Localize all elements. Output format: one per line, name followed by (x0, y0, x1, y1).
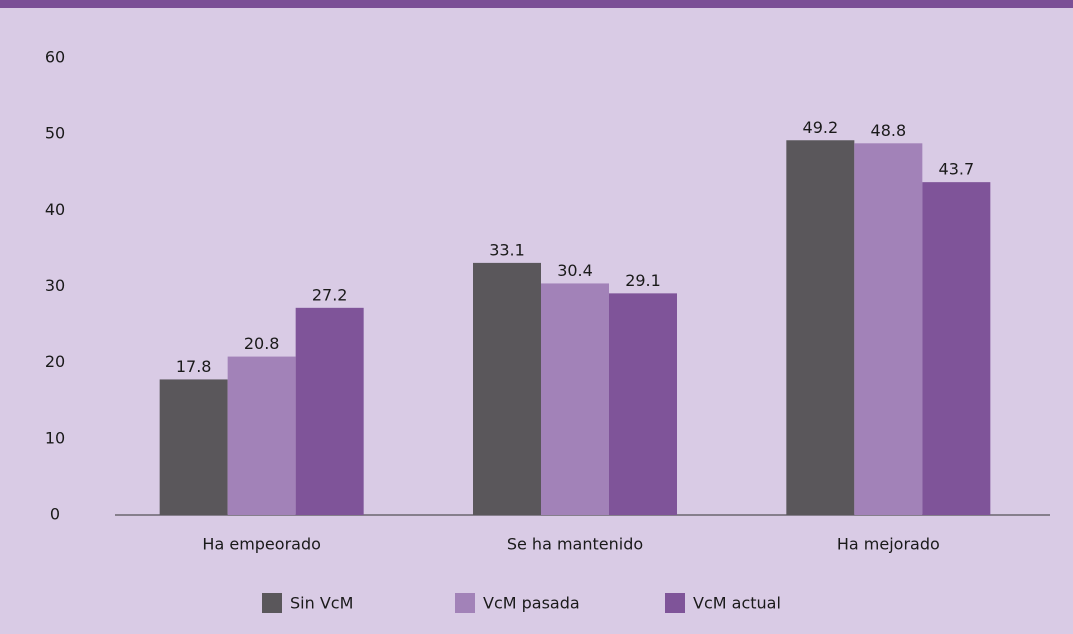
data-label: 29.1 (625, 271, 661, 290)
bar (473, 262, 541, 515)
y-tick-label: 0 (50, 505, 60, 524)
bar (786, 140, 855, 515)
y-tick-label: 50 (45, 124, 65, 143)
data-label: 48.8 (871, 121, 907, 140)
legend-swatch (455, 593, 475, 613)
data-label: 43.7 (939, 160, 975, 179)
y-tick-label: 30 (45, 276, 65, 295)
legend-label: VcM pasada (483, 594, 580, 613)
bar (295, 307, 364, 515)
y-tick-label: 40 (45, 200, 65, 219)
data-label: 17.8 (176, 357, 212, 376)
data-label: 49.2 (803, 118, 839, 137)
legend-label: VcM actual (693, 594, 781, 613)
data-label: 20.8 (244, 334, 280, 353)
data-label: 30.4 (557, 261, 593, 280)
bar (227, 356, 296, 515)
x-tick-label: Ha empeorado (202, 535, 320, 554)
bar (854, 143, 923, 515)
x-tick-label: Se ha mantenido (507, 535, 643, 554)
legend-swatch (262, 593, 282, 613)
bar (159, 379, 228, 515)
top-strip (0, 0, 1073, 8)
bar (541, 283, 609, 515)
y-tick-label: 20 (45, 352, 65, 371)
y-tick-label: 60 (45, 48, 65, 67)
x-tick-label: Ha mejorado (837, 535, 940, 554)
legend-label: Sin VcM (290, 594, 353, 613)
bar (609, 293, 677, 515)
bar (922, 182, 991, 515)
legend-swatch (665, 593, 685, 613)
data-label: 33.1 (489, 240, 525, 259)
y-tick-label: 10 (45, 428, 65, 447)
data-label: 27.2 (312, 285, 348, 304)
